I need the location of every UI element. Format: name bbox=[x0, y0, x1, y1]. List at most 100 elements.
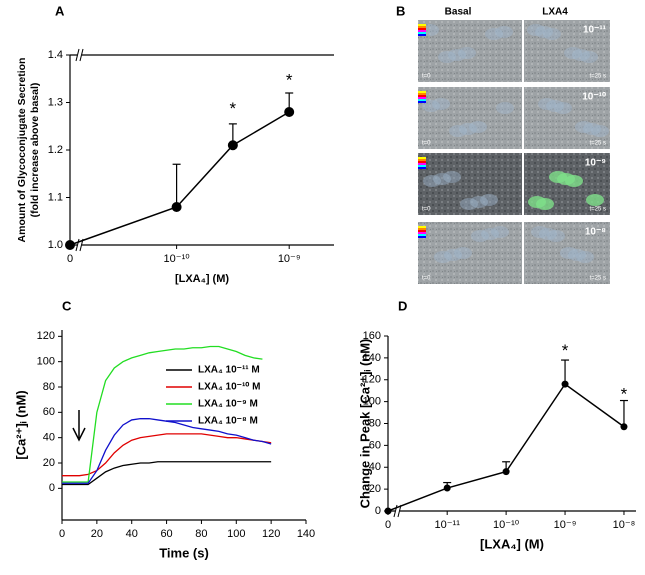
cell bbox=[554, 102, 572, 114]
x-axis-label: Time (s) bbox=[159, 545, 209, 560]
time-label: t=25 s bbox=[589, 276, 606, 282]
error-bar bbox=[561, 359, 570, 385]
time-label: t=0 bbox=[422, 141, 431, 147]
time-label: t=0 bbox=[422, 74, 431, 80]
series-line bbox=[62, 345, 263, 483]
y-tick-label: 80 bbox=[369, 417, 381, 429]
cell bbox=[433, 173, 451, 185]
marker bbox=[502, 468, 510, 476]
axis-break bbox=[397, 504, 402, 518]
annotation: * bbox=[562, 341, 569, 360]
cell bbox=[543, 28, 561, 40]
marker bbox=[384, 507, 392, 515]
cell bbox=[531, 226, 549, 238]
x-axis-label: [LXA₄] (M) bbox=[480, 536, 544, 551]
y-tick-label: 1.3 bbox=[48, 96, 63, 108]
color-scale bbox=[418, 159, 426, 161]
cell bbox=[583, 123, 601, 135]
micrograph bbox=[524, 87, 610, 149]
color-scale bbox=[418, 163, 426, 165]
cell bbox=[539, 228, 557, 240]
error-bar bbox=[619, 399, 628, 427]
y-axis-label: Amount of Glycoconjugate Secretion bbox=[16, 58, 28, 243]
y-tick-label: 120 bbox=[37, 330, 55, 342]
color-scale bbox=[418, 226, 426, 228]
y-tick-label: 60 bbox=[43, 406, 55, 418]
cell bbox=[422, 100, 440, 112]
y-tick-label: 100 bbox=[363, 396, 381, 408]
cell bbox=[546, 100, 564, 112]
y-tick-label: 40 bbox=[369, 461, 381, 473]
color-scale bbox=[418, 34, 426, 36]
legend-label: LXA₄ 10⁻¹¹ M bbox=[198, 365, 260, 376]
color-scale bbox=[418, 30, 426, 32]
series-line bbox=[69, 111, 290, 246]
color-scale bbox=[418, 97, 426, 99]
color-scale bbox=[418, 93, 426, 95]
y-tick-label: 0 bbox=[375, 505, 381, 517]
time-label: t=25 s bbox=[589, 74, 606, 80]
cell bbox=[564, 47, 582, 59]
cell bbox=[576, 251, 594, 263]
cell bbox=[572, 49, 590, 61]
marker bbox=[284, 107, 295, 117]
micrograph bbox=[418, 20, 522, 82]
y-tick-label: 20 bbox=[369, 483, 381, 495]
marker bbox=[443, 484, 451, 492]
column-label: Basal bbox=[445, 7, 472, 18]
annotation: * bbox=[230, 99, 237, 118]
color-scale bbox=[418, 230, 426, 232]
color-scale bbox=[418, 167, 426, 169]
x-tick-label: 10⁻⁸ bbox=[613, 519, 636, 531]
y-tick-label: 120 bbox=[363, 374, 381, 386]
color-scale bbox=[418, 24, 426, 26]
marker bbox=[65, 240, 75, 250]
color-scale bbox=[418, 26, 426, 28]
y-tick-label: 1.1 bbox=[48, 191, 63, 203]
cell bbox=[560, 247, 578, 259]
cell bbox=[575, 121, 593, 133]
cell bbox=[565, 175, 583, 187]
color-scale bbox=[418, 165, 426, 167]
cell bbox=[460, 198, 478, 210]
dose-label: 10⁻⁹ bbox=[585, 158, 606, 169]
dose-label: 10⁻¹¹ bbox=[583, 25, 607, 36]
cell bbox=[423, 175, 441, 187]
x-tick-label: 100 bbox=[227, 528, 245, 540]
micrograph bbox=[418, 222, 522, 284]
cell bbox=[469, 121, 487, 133]
color-scale bbox=[418, 161, 426, 163]
axis-break bbox=[75, 48, 80, 62]
color-scale bbox=[418, 157, 426, 159]
micrograph bbox=[524, 20, 610, 82]
y-tick-label: 160 bbox=[363, 330, 381, 342]
x-tick-label: 10⁻⁹ bbox=[278, 253, 301, 265]
series-line bbox=[62, 418, 272, 484]
cell bbox=[471, 230, 489, 242]
color-scale bbox=[418, 28, 426, 30]
color-scale bbox=[418, 232, 426, 234]
x-tick-label: 140 bbox=[297, 528, 315, 540]
series-line bbox=[62, 461, 272, 486]
panel: C 0 20 40 60 80 100 120 0 20 40 60 80 100 120 140 Time (… bbox=[13, 298, 315, 560]
panel-label: D bbox=[398, 298, 407, 313]
y-tick-label: 140 bbox=[363, 352, 381, 364]
axis-break bbox=[79, 48, 84, 62]
y-tick-label: 100 bbox=[37, 356, 55, 368]
cell bbox=[491, 226, 509, 238]
axis-break-gap bbox=[77, 239, 82, 251]
cell bbox=[535, 26, 553, 38]
series-line bbox=[387, 383, 625, 512]
color-scale bbox=[418, 99, 426, 101]
cell bbox=[485, 28, 503, 40]
cell bbox=[459, 123, 477, 135]
cell bbox=[454, 247, 472, 259]
marker bbox=[561, 380, 569, 388]
x-tick-label: 10⁻⁹ bbox=[554, 519, 577, 531]
cell bbox=[443, 171, 461, 183]
image-panel: B Basal LXA4 10⁻¹¹ t=0 t=25 s 10⁻¹⁰ t=0 t=25 s 10… bbox=[396, 3, 610, 284]
cell bbox=[480, 194, 498, 206]
color-scale bbox=[418, 101, 426, 103]
